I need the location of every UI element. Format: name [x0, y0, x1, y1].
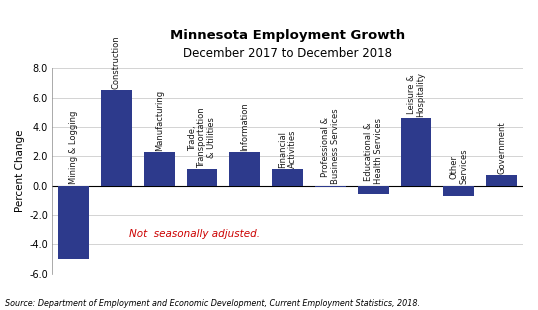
Bar — [101, 90, 132, 186]
Bar — [486, 175, 517, 186]
Bar — [229, 152, 260, 186]
Bar — [401, 118, 431, 186]
Text: December 2017 to December 2018: December 2017 to December 2018 — [183, 47, 392, 60]
Text: Professional &
Business Services: Professional & Business Services — [321, 109, 340, 184]
Bar — [187, 170, 217, 186]
Text: Trade,
Transportation
& Utilities: Trade, Transportation & Utilities — [188, 108, 216, 168]
Text: Not  seasonally adjusted.: Not seasonally adjusted. — [129, 229, 260, 239]
Y-axis label: Percent Change: Percent Change — [15, 130, 25, 212]
Text: Financial
Activities: Financial Activities — [278, 130, 297, 168]
Text: Source: Department of Employment and Economic Development, Current Employment St: Source: Department of Employment and Eco… — [5, 299, 420, 308]
Text: Leisure &
Hospitality: Leisure & Hospitality — [407, 72, 426, 117]
Bar — [315, 186, 346, 187]
Text: Other
Services: Other Services — [449, 149, 468, 184]
Text: Educational &
Health Services: Educational & Health Services — [364, 118, 383, 184]
Bar — [443, 186, 474, 196]
Bar — [144, 152, 175, 186]
Text: Construction: Construction — [112, 36, 121, 89]
Bar — [58, 186, 89, 259]
Text: Mining & Logging: Mining & Logging — [69, 111, 78, 184]
Bar — [272, 170, 303, 186]
Text: Minnesota Employment Growth: Minnesota Employment Growth — [170, 29, 405, 42]
Text: Information: Information — [240, 102, 249, 151]
Text: Government: Government — [497, 122, 506, 174]
Text: Manufacturing: Manufacturing — [155, 90, 164, 151]
Bar — [358, 186, 388, 194]
